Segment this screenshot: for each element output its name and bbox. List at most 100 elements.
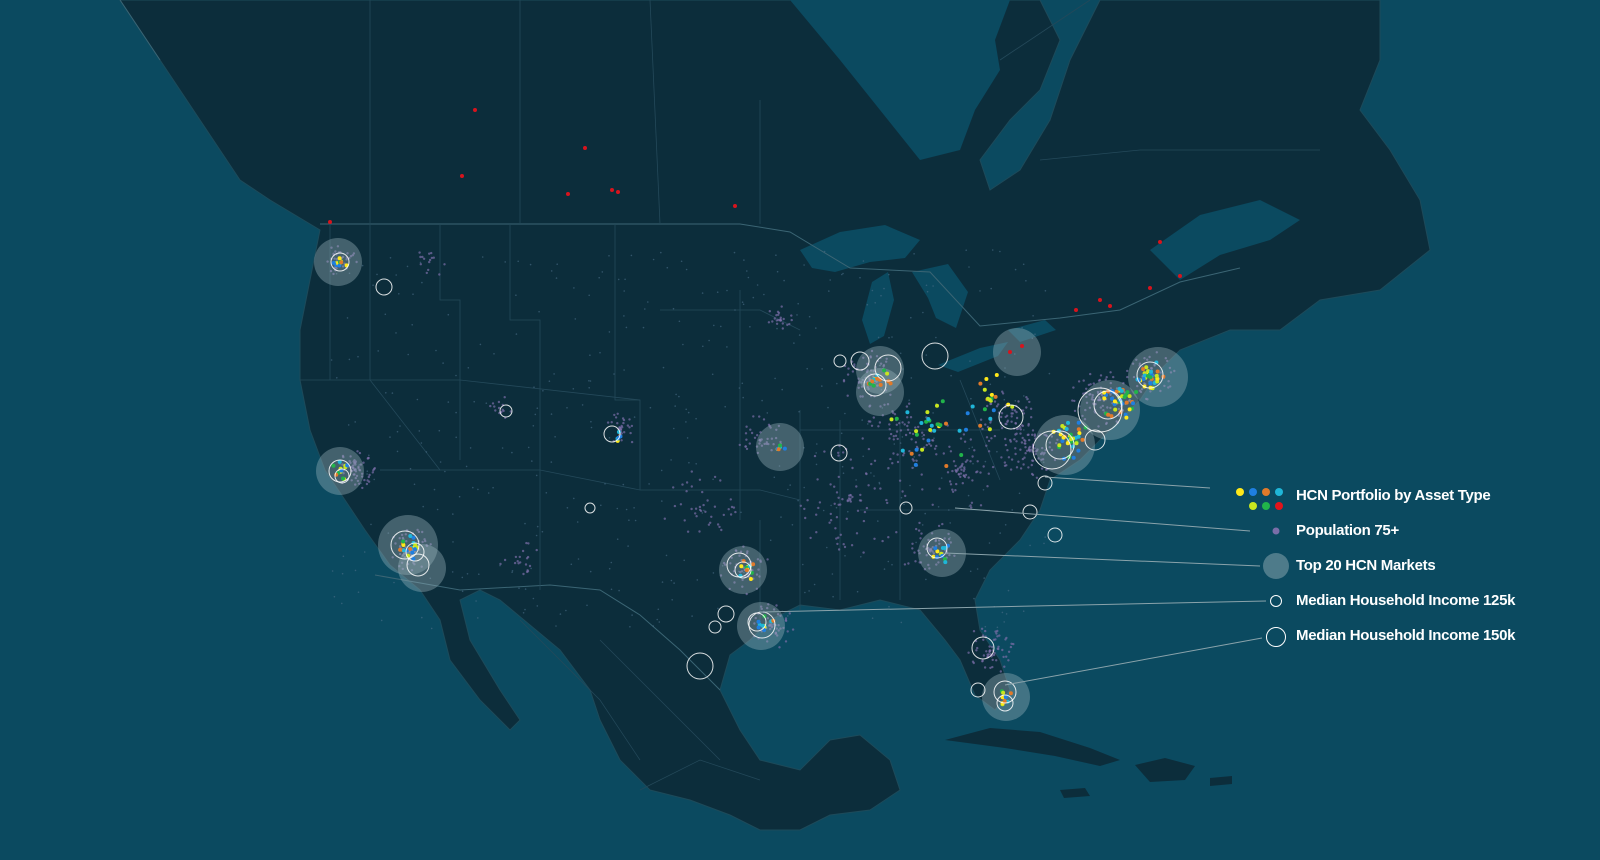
- income-ring: [971, 636, 995, 660]
- population-dot: [926, 290, 929, 293]
- population-dot: [1109, 387, 1113, 390]
- portfolio-point: [989, 392, 994, 397]
- portfolio-point: [748, 577, 753, 581]
- population-dot: [492, 486, 494, 489]
- population-dot: [934, 539, 937, 543]
- population-dot: [1135, 358, 1138, 361]
- population-dot: [868, 377, 871, 380]
- population-dot: [690, 507, 693, 511]
- population-dot: [1042, 461, 1045, 464]
- population-dot: [422, 505, 425, 508]
- population-dot: [391, 556, 394, 559]
- population-dot: [330, 359, 333, 361]
- population-dot: [1018, 492, 1021, 495]
- population-dot: [774, 436, 778, 440]
- population-dot: [419, 263, 422, 266]
- population-dot: [948, 553, 951, 557]
- population-dot: [776, 270, 779, 273]
- population-dot: [377, 350, 380, 352]
- population-dot: [1019, 448, 1022, 451]
- population-dot: [879, 364, 881, 367]
- population-dot: [746, 550, 749, 553]
- population-dot: [919, 537, 922, 540]
- population-dot: [1048, 441, 1052, 444]
- population-dot: [1167, 386, 1170, 389]
- population-dot: [767, 423, 771, 426]
- population-dot: [368, 454, 370, 457]
- population-dot: [950, 374, 952, 377]
- portfolio-point: [935, 422, 940, 427]
- population-dot: [770, 437, 774, 440]
- portfolio-point: [756, 619, 761, 624]
- population-dot: [511, 451, 513, 454]
- population-dot: [526, 570, 530, 573]
- population-dot: [633, 507, 635, 509]
- portfolio-point: [331, 260, 336, 265]
- population-dot: [951, 469, 954, 473]
- portfolio-point: [957, 428, 962, 433]
- population-dot: [958, 466, 962, 469]
- population-dot: [947, 532, 950, 536]
- population-dot: [855, 485, 858, 488]
- population-dot: [503, 558, 507, 562]
- population-dot: [1028, 438, 1031, 442]
- population-dot: [775, 604, 778, 607]
- population-dot: [1169, 385, 1172, 388]
- population-dot: [354, 476, 357, 480]
- population-dot: [741, 301, 744, 304]
- population-dot: [829, 519, 833, 522]
- population-dot: [918, 552, 921, 555]
- population-dot: [1017, 400, 1020, 403]
- population-dot: [1027, 466, 1030, 469]
- population-dot: [996, 450, 998, 453]
- population-dot: [984, 460, 987, 463]
- population-dot: [1032, 315, 1034, 317]
- population-dot: [685, 481, 689, 484]
- portfolio-point: [920, 447, 925, 452]
- population-dot: [837, 548, 841, 551]
- population-dot: [815, 463, 818, 466]
- population-dot: [517, 260, 519, 263]
- population-dot: [766, 437, 769, 441]
- population-dot: [1091, 393, 1094, 397]
- population-dot: [1017, 460, 1020, 463]
- population-dot: [532, 597, 535, 600]
- population-dot: [935, 563, 938, 566]
- population-dot: [743, 571, 745, 574]
- population-dot: [588, 294, 590, 297]
- population-dot: [913, 456, 915, 458]
- population-dot: [833, 485, 836, 488]
- mexico-state-borders: [519, 619, 761, 791]
- portfolio-point: [1057, 443, 1062, 448]
- population-dot: [413, 483, 416, 486]
- income-ring: [708, 620, 722, 634]
- population-dot: [835, 506, 838, 509]
- population-dot: [773, 476, 776, 479]
- population-dot: [837, 451, 840, 454]
- population-dot: [610, 421, 613, 424]
- population-dot: [1037, 457, 1040, 460]
- population-dot: [763, 442, 766, 446]
- population-dot: [863, 510, 867, 514]
- population-dot: [625, 508, 628, 511]
- population-dot: [701, 490, 704, 494]
- population-dot: [861, 378, 864, 382]
- population-dot: [943, 537, 946, 540]
- population-dot: [455, 436, 458, 439]
- population-dot: [889, 432, 893, 436]
- population-dot: [984, 629, 987, 633]
- population-dot: [815, 531, 818, 534]
- population-dot: [404, 546, 407, 549]
- population-dot: [696, 579, 699, 581]
- population-dot: [837, 454, 840, 457]
- population-dot: [421, 281, 423, 284]
- portfolio-point: [1124, 400, 1129, 405]
- population-dot: [1010, 420, 1013, 423]
- portfolio-point: [1106, 412, 1111, 417]
- portfolio-point: [411, 535, 416, 540]
- population-dot: [802, 563, 804, 566]
- population-dot: [710, 515, 713, 518]
- population-dot: [1021, 436, 1024, 440]
- population-dot: [542, 390, 544, 392]
- population-dot: [767, 603, 770, 606]
